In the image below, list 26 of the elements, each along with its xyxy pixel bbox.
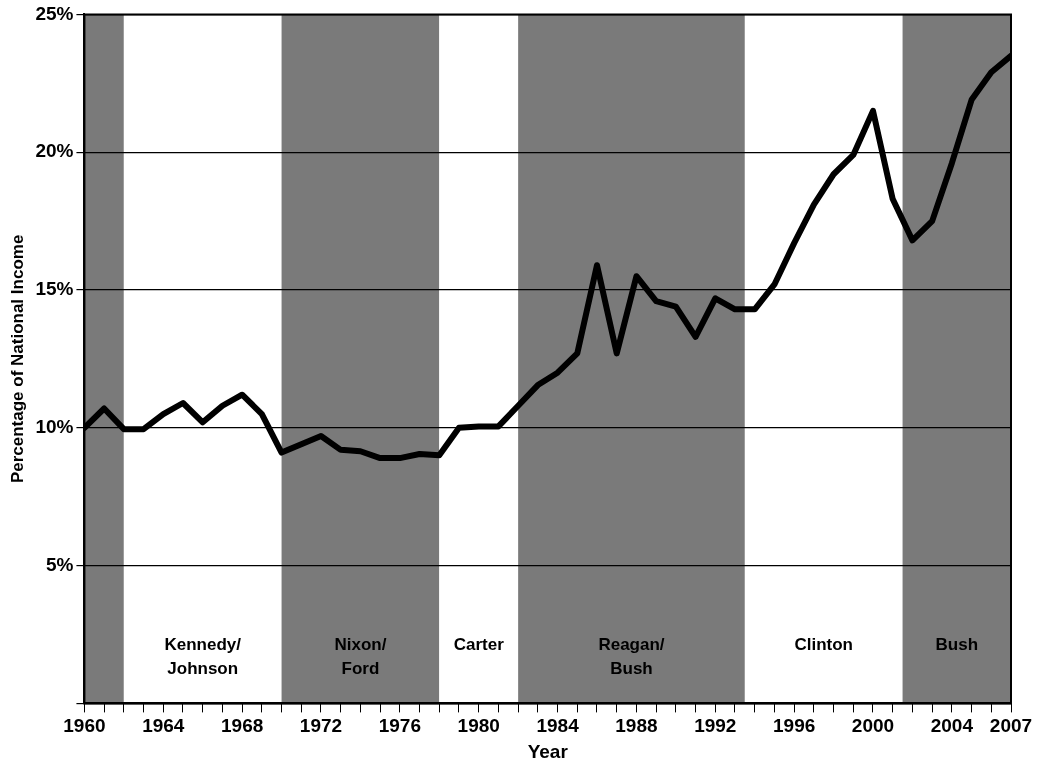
x-tick-label: 2004 — [930, 715, 974, 737]
x-tick-label: 1972 — [299, 715, 343, 737]
band-label: Nixon/ Ford — [334, 635, 387, 679]
y-tick-label: 5% — [45, 553, 74, 575]
y-tick-label: 25% — [35, 2, 74, 24]
x-tick-label: 1968 — [221, 715, 264, 737]
x-tick-label: 1996 — [773, 715, 816, 737]
y-tick-label: 10% — [35, 416, 74, 438]
x-tick-label: 1960 — [63, 715, 106, 737]
x-tick-label: 2000 — [851, 715, 895, 737]
band-label: Carter — [453, 635, 505, 655]
x-tick-label: 1980 — [457, 715, 500, 737]
x-tick-label: 2007 — [989, 715, 1033, 737]
x-tick-label: 1976 — [378, 715, 421, 737]
x-tick-label: 1988 — [615, 715, 658, 737]
x-axis-title: Year — [527, 740, 569, 762]
band-label: Bush — [935, 635, 979, 655]
y-axis-title: Percentage of National Income — [7, 234, 27, 484]
band-label: Reagan/ Bush — [598, 635, 665, 679]
band-label: Kennedy/ Johnson — [164, 635, 242, 679]
x-tick-label: 1964 — [142, 715, 185, 737]
band-label: Clinton — [794, 635, 853, 655]
y-tick-label: 20% — [35, 140, 74, 162]
y-tick-label: 15% — [35, 278, 74, 300]
x-tick-label: 1992 — [694, 715, 737, 737]
x-tick-label: 1984 — [536, 715, 580, 737]
